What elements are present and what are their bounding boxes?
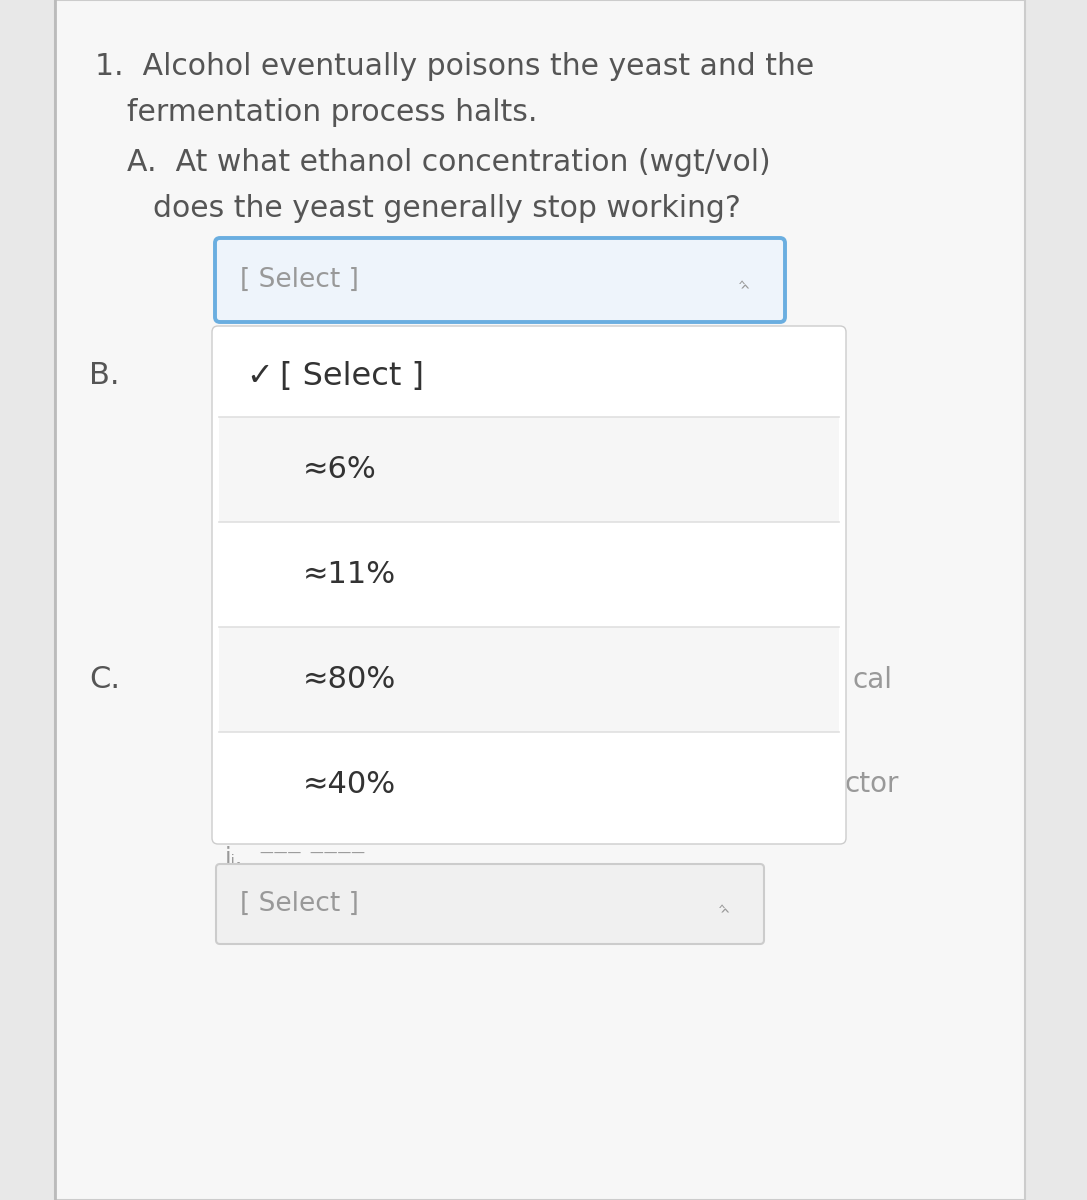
Bar xyxy=(55,0,1025,1200)
Text: ‹: ‹ xyxy=(713,907,730,914)
Text: C.: C. xyxy=(89,665,120,694)
FancyBboxPatch shape xyxy=(215,238,785,322)
Bar xyxy=(218,626,839,732)
Text: ‸: ‸ xyxy=(719,890,725,908)
Text: iᵢ.: iᵢ. xyxy=(225,846,243,870)
Text: ✓: ✓ xyxy=(246,360,273,391)
Text: does the yeast generally stop working?: does the yeast generally stop working? xyxy=(153,194,741,223)
Bar xyxy=(218,522,839,626)
Text: [ Select ]: [ Select ] xyxy=(240,266,359,293)
Bar xyxy=(218,416,839,522)
FancyBboxPatch shape xyxy=(212,326,846,844)
Text: ‸: ‸ xyxy=(739,266,745,284)
Text: ———  ————: ——— ———— xyxy=(260,846,365,860)
Text: 1.  Alcohol eventually poisons the yeast and the: 1. Alcohol eventually poisons the yeast … xyxy=(95,52,814,80)
Text: cal: cal xyxy=(852,666,892,694)
Text: B.: B. xyxy=(89,361,120,390)
Text: ‹: ‹ xyxy=(733,283,751,290)
Text: [ Select ]: [ Select ] xyxy=(280,360,424,391)
Text: ≈40%: ≈40% xyxy=(303,770,396,799)
Text: fermentation process halts.: fermentation process halts. xyxy=(127,98,537,127)
Bar xyxy=(218,732,839,838)
Text: ≈80%: ≈80% xyxy=(303,665,397,694)
Text: ≈6%: ≈6% xyxy=(303,455,377,484)
Text: ≈11%: ≈11% xyxy=(303,560,396,589)
FancyBboxPatch shape xyxy=(216,864,764,944)
Text: [ Select ]: [ Select ] xyxy=(240,890,359,917)
Text: A.  At what ethanol concentration (wgt/vol): A. At what ethanol concentration (wgt/vo… xyxy=(127,148,771,176)
Text: ctor: ctor xyxy=(845,770,900,798)
